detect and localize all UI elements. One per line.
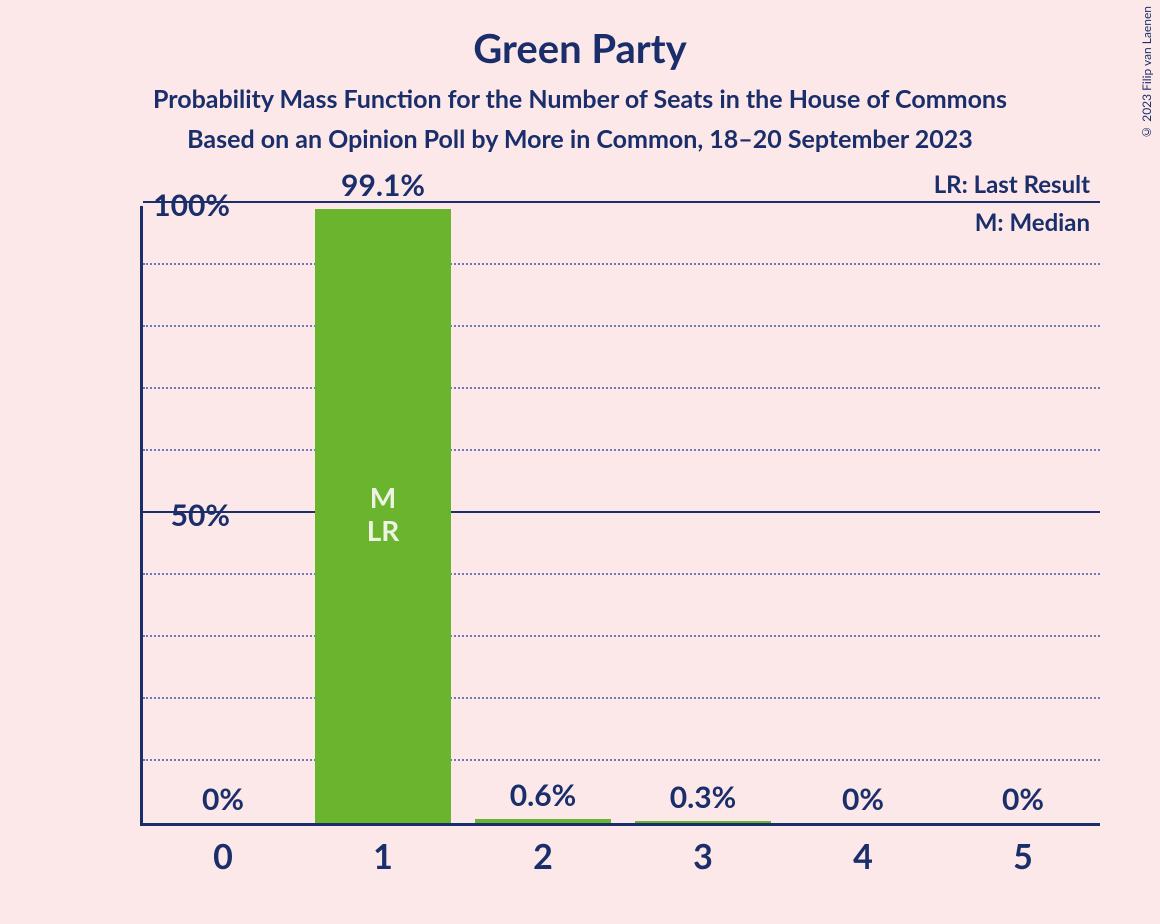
- x-axis-label: 1: [373, 836, 393, 877]
- x-axis-label: 4: [853, 836, 873, 877]
- legend-median: M: Median: [975, 208, 1090, 237]
- legend-last-result: LR: Last Result: [934, 170, 1090, 199]
- gridline-major: [143, 511, 1100, 513]
- x-axis-label: 3: [693, 836, 713, 877]
- x-axis-label: 2: [533, 836, 553, 877]
- y-axis-label: 50%: [30, 497, 230, 533]
- gridline-minor: [143, 263, 1100, 265]
- bar-value-label: 0.6%: [510, 777, 577, 813]
- gridline-minor: [143, 387, 1100, 389]
- bar-value-label: 0.3%: [670, 779, 737, 815]
- x-axis-label: 5: [1013, 836, 1033, 877]
- gridline-minor: [143, 759, 1100, 761]
- bar-value-label: 0%: [842, 781, 884, 817]
- bar-value-label: 0%: [1002, 781, 1044, 817]
- x-axis-label: 0: [213, 836, 233, 877]
- bar-value-label: 99.1%: [341, 167, 425, 203]
- gridline-major: [143, 201, 1100, 203]
- gridline-minor: [143, 449, 1100, 451]
- bar-annotation: MLR: [367, 481, 400, 545]
- copyright-text: © 2023 Filip van Laenen: [1139, 6, 1154, 140]
- gridline-minor: [143, 325, 1100, 327]
- bar: [635, 821, 771, 823]
- gridline-minor: [143, 697, 1100, 699]
- chart-area: 50%100%0%099.1%1MLR0.6%20.3%30%40%5LR: L…: [40, 180, 1120, 880]
- bar: [475, 819, 611, 823]
- chart-subtitle-1: Probability Mass Function for the Number…: [0, 72, 1160, 114]
- chart-title: Green Party: [0, 0, 1160, 72]
- bar-value-label: 0%: [202, 781, 244, 817]
- gridline-minor: [143, 573, 1100, 575]
- gridline-minor: [143, 635, 1100, 637]
- y-axis-label: 100%: [30, 187, 230, 223]
- chart-subtitle-2: Based on an Opinion Poll by More in Comm…: [0, 114, 1160, 154]
- plot-region: 50%100%0%099.1%1MLR0.6%20.3%30%40%5LR: L…: [140, 206, 1100, 826]
